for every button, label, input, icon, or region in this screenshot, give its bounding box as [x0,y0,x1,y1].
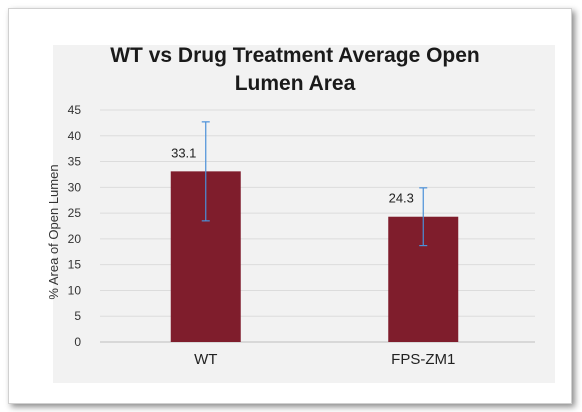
error-bars [201,121,428,247]
data-label: 33.1 [171,145,196,160]
y-tick-label: 45 [68,103,82,117]
y-tick-label: 25 [68,206,82,220]
data-label: 24.3 [389,191,414,206]
y-tick-label: 10 [68,283,82,297]
y-tick-label: 0 [74,335,81,349]
y-tick-label: 40 [68,129,82,143]
chart-title-line-1: WT vs Drug Treatment Average Open [110,44,480,67]
y-tick-label: 5 [74,309,81,323]
chart-title: WT vs Drug Treatment Average Open Lumen … [110,44,480,95]
plot-area [53,45,555,383]
y-axis-ticks: 0 5 10 15 20 25 30 35 40 45 [68,103,82,349]
chart-title-line-2: Lumen Area [235,72,356,95]
bars [170,171,459,342]
y-tick-label: 30 [68,180,82,194]
data-labels: 33.1 24.3 [171,145,414,205]
y-tick-label: 35 [68,155,82,169]
gridlines [100,109,535,343]
chart-frame [8,8,572,404]
y-tick-label: 20 [68,232,82,246]
y-tick-label: 15 [68,258,82,272]
x-category-label: FPS-ZM1 [391,351,455,368]
x-category-label: WT [194,351,217,368]
y-axis-label: % Area of Open Lumen [46,164,61,299]
x-axis-categories: WT FPS-ZM1 [194,351,455,368]
